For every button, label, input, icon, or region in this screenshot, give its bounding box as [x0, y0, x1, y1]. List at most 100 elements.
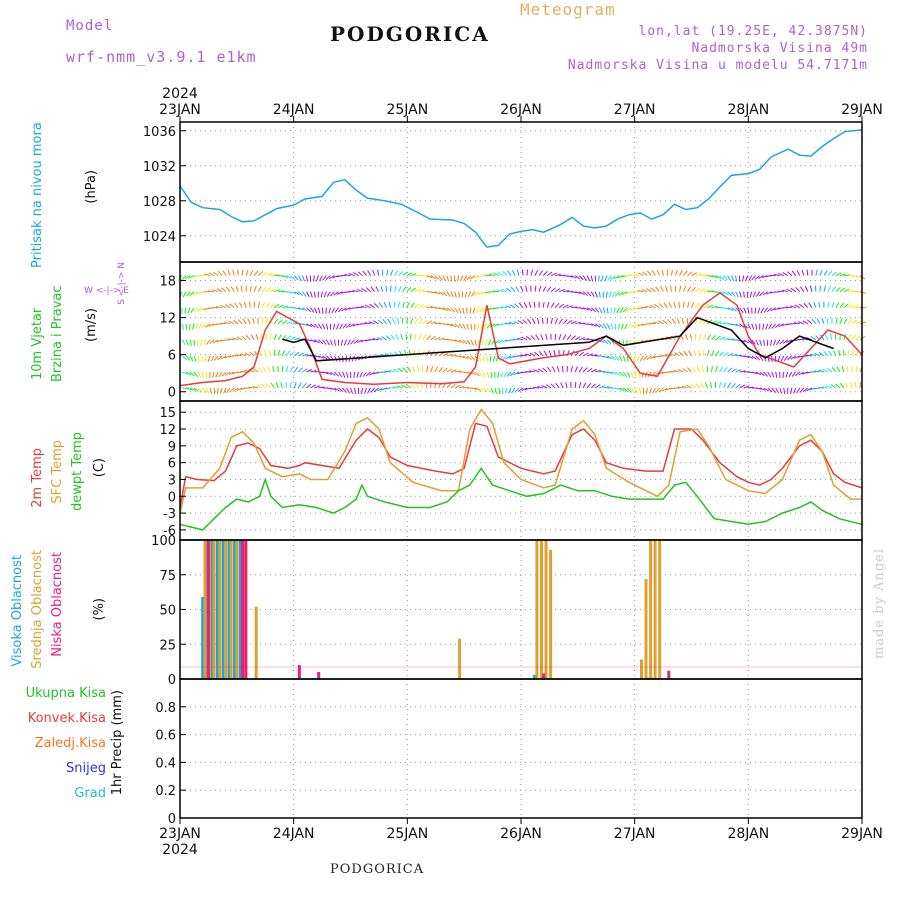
- wind-arrow: [719, 275, 725, 280]
- wind-arrow: [641, 289, 648, 293]
- wind-arrow: [763, 339, 765, 346]
- wind-arrow: [285, 335, 292, 341]
- wind-arrow: [394, 285, 397, 292]
- wind-arrow: [446, 323, 453, 327]
- wind-arrow: [463, 275, 468, 281]
- wind-arrow: [755, 291, 761, 297]
- wind-arrow: [364, 304, 371, 309]
- wind-arrow: [197, 307, 203, 312]
- wind-arrow: [695, 383, 700, 389]
- wind-arrow: [469, 275, 476, 280]
- wind-arrow: [294, 307, 301, 310]
- wind-arrow: [723, 337, 730, 341]
- wind-arrow: [859, 321, 866, 325]
- wind-arrow: [407, 366, 412, 373]
- wind-arrow: [181, 275, 187, 281]
- wind-arrow: [302, 368, 308, 373]
- wind-arrow: [826, 317, 829, 324]
- wind-arrow: [834, 333, 837, 340]
- wind-arrow: [646, 355, 652, 360]
- cloud-bar: [544, 540, 548, 679]
- wind-arrow: [594, 307, 600, 313]
- wind-arrow: [387, 318, 392, 325]
- wind-arrow: [281, 350, 286, 357]
- wind-arrow: [667, 319, 672, 325]
- wind-arrow: [542, 367, 548, 373]
- wind-arrow: [280, 382, 283, 389]
- wind-arrow: [181, 355, 187, 361]
- wind-arrow: [831, 366, 837, 373]
- x-tick-label-bottom: 23JAN: [159, 826, 201, 842]
- wind-arrow: [205, 387, 209, 394]
- lonlat-label: lon,lat (19.25E, 42.3875N): [638, 24, 868, 39]
- wind-arrow: [699, 288, 706, 293]
- wind-arrow: [678, 301, 680, 308]
- wind-arrow: [446, 275, 450, 282]
- wind-arrow: [681, 385, 688, 389]
- wind-arrow: [799, 286, 805, 292]
- wind-arrow: [814, 285, 817, 292]
- wind-arrow: [289, 382, 292, 389]
- wind-arrow: [383, 302, 388, 308]
- wind-arrow: [486, 323, 492, 329]
- wind-arrow: [390, 334, 395, 341]
- wind-arrow: [547, 366, 552, 373]
- wind-arrow: [806, 269, 809, 276]
- cloud-bar: [218, 540, 222, 679]
- wind-arrow: [615, 371, 621, 376]
- wind-arrow: [827, 270, 833, 276]
- wind-arrow: [478, 355, 482, 362]
- wind-arrow: [482, 355, 485, 362]
- wind-arrow: [608, 291, 612, 298]
- wind-arrow: [275, 382, 279, 389]
- wind-arrow: [747, 355, 754, 359]
- wind-arrow: [298, 307, 305, 311]
- x-tick-label-bottom: 26JAN: [500, 826, 542, 842]
- wind-arrow: [370, 387, 375, 393]
- wind-arrow: [507, 270, 512, 276]
- wind-arrow: [770, 307, 776, 312]
- wind-arrow: [583, 307, 589, 311]
- wind-arrow: [374, 303, 379, 309]
- wind-arrow: [833, 350, 837, 357]
- y-tick-label: 12: [159, 423, 176, 438]
- wind-arrow: [794, 355, 800, 359]
- wind-arrow: [204, 323, 211, 328]
- wind-arrow: [723, 351, 729, 357]
- wind-arrow: [595, 369, 602, 373]
- wind-arrow: [210, 355, 215, 362]
- wind-arrow: [626, 371, 631, 378]
- wind-arrow: [469, 307, 472, 314]
- series-line-sfc-temp: [179, 408, 862, 514]
- wind-arrow: [691, 366, 696, 373]
- wind-arrow: [683, 285, 687, 292]
- wind-arrow: [313, 307, 318, 314]
- wind-arrow: [238, 302, 243, 308]
- wind-arrow: [535, 334, 540, 341]
- wind-arrow: [831, 301, 835, 308]
- wind-arrow: [687, 286, 692, 292]
- wind-arrow: [674, 352, 680, 357]
- wind-arrow: [385, 285, 388, 292]
- wind-arrow: [222, 270, 227, 276]
- wind-arrow: [650, 287, 656, 293]
- wind-arrow: [561, 365, 564, 373]
- meteogram-label: Meteogram: [520, 0, 616, 19]
- model-elevation-label: Nadmorska Visina u modelu 54.7171m: [567, 58, 868, 73]
- wind-arrow: [330, 291, 335, 297]
- wind-arrow: [619, 387, 625, 392]
- wind-arrow: [472, 307, 476, 314]
- wind-arrow: [321, 323, 326, 330]
- wind-arrow: [446, 307, 452, 312]
- wind-arrow: [771, 323, 777, 329]
- wind-arrow: [563, 290, 570, 293]
- wind-arrow: [586, 291, 592, 297]
- wind-arrow: [395, 334, 400, 341]
- wind-arrow: [607, 371, 614, 374]
- wind-arrow: [698, 349, 700, 356]
- wind-arrow: [442, 367, 448, 373]
- wind-arrow: [554, 288, 561, 293]
- wind-arrow: [574, 336, 581, 341]
- wind-arrow: [398, 270, 403, 276]
- wind-arrow: [835, 287, 841, 293]
